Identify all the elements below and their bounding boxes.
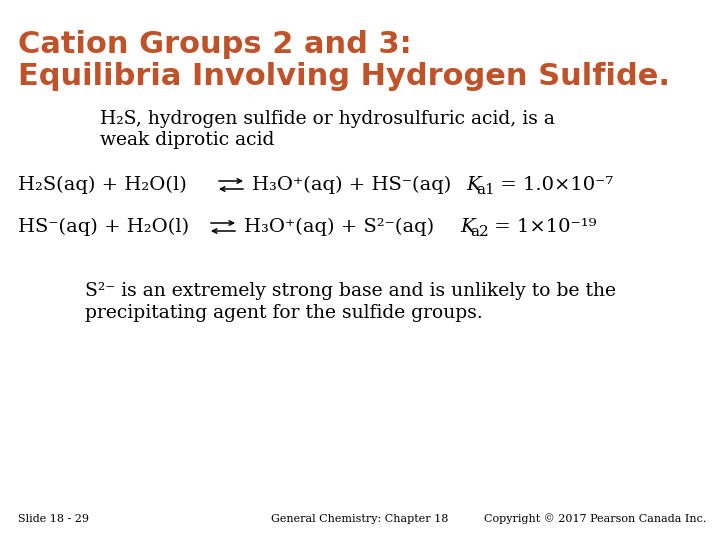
Text: K: K <box>466 176 481 194</box>
Text: Copyright © 2017 Pearson Canada Inc.: Copyright © 2017 Pearson Canada Inc. <box>484 513 706 524</box>
Text: = 1×10⁻¹⁹: = 1×10⁻¹⁹ <box>488 218 596 236</box>
Text: General Chemistry: Chapter 18: General Chemistry: Chapter 18 <box>271 514 449 524</box>
Text: K: K <box>460 218 474 236</box>
Text: H₃O⁺(aq) + HS⁻(aq): H₃O⁺(aq) + HS⁻(aq) <box>252 176 451 194</box>
Text: Slide 18 - 29: Slide 18 - 29 <box>18 514 89 524</box>
Text: a2: a2 <box>470 225 489 239</box>
Text: H₂S, hydrogen sulfide or hydrosulfuric acid, is a: H₂S, hydrogen sulfide or hydrosulfuric a… <box>100 110 555 128</box>
Text: weak diprotic acid: weak diprotic acid <box>100 131 274 149</box>
Text: Equilibria Involving Hydrogen Sulfide.: Equilibria Involving Hydrogen Sulfide. <box>18 62 670 91</box>
Text: HS⁻(aq) + H₂O(l): HS⁻(aq) + H₂O(l) <box>18 218 189 236</box>
Text: H₃O⁺(aq) + S²⁻(aq): H₃O⁺(aq) + S²⁻(aq) <box>244 218 434 236</box>
Text: Cation Groups 2 and 3:: Cation Groups 2 and 3: <box>18 30 412 59</box>
Text: = 1.0×10⁻⁷: = 1.0×10⁻⁷ <box>494 176 613 194</box>
Text: a1: a1 <box>476 183 495 197</box>
Text: S²⁻ is an extremely strong base and is unlikely to be the: S²⁻ is an extremely strong base and is u… <box>85 282 616 300</box>
Text: precipitating agent for the sulfide groups.: precipitating agent for the sulfide grou… <box>85 304 482 322</box>
Text: H₂S(aq) + H₂O(l): H₂S(aq) + H₂O(l) <box>18 176 186 194</box>
